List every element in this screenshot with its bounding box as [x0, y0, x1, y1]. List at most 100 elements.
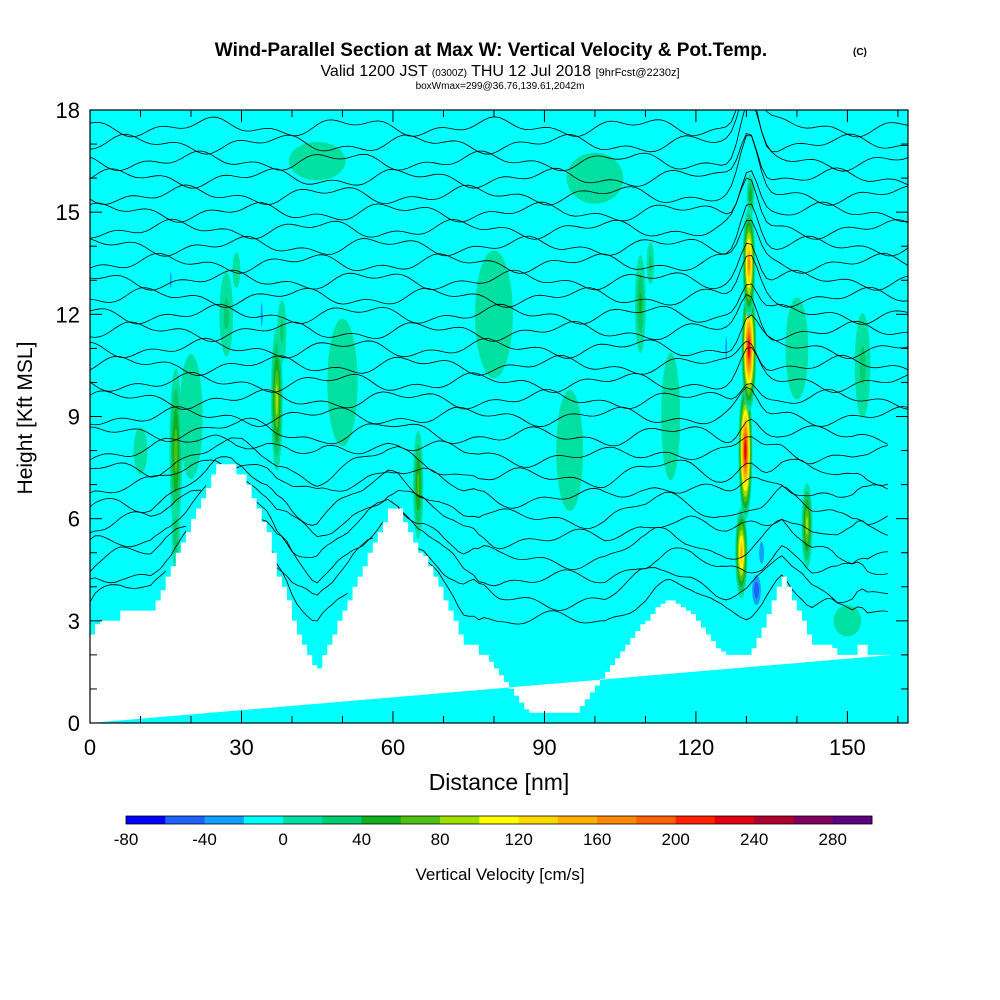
theta-contour	[90, 437, 888, 489]
y-tick-label: 9	[68, 405, 80, 430]
theta-contour	[90, 110, 908, 138]
velocity-cell	[646, 242, 655, 285]
velocity-band	[345, 542, 350, 564]
colorbar-swatch	[126, 816, 166, 824]
y-axis-label: Height [Kft MSL]	[14, 342, 37, 495]
theta-contour	[90, 294, 908, 343]
velocity-band	[275, 384, 279, 415]
velocity-band	[633, 567, 638, 586]
colorbar-swatch	[714, 816, 755, 824]
colorbar-swatch	[832, 816, 873, 824]
vertical-velocity-field	[133, 141, 871, 647]
velocity-band	[661, 352, 681, 481]
velocity-cell	[133, 427, 148, 475]
velocity-band	[517, 621, 521, 647]
theta-contour	[90, 314, 908, 360]
forecast-note: [9hrFcst@2230z]	[596, 67, 680, 79]
theta-contour	[90, 242, 908, 291]
theta-contour	[90, 456, 889, 530]
theta-contour	[90, 133, 908, 189]
colorbar-swatch	[636, 816, 676, 824]
velocity-band	[805, 516, 809, 535]
colorbar-swatch	[400, 816, 441, 824]
y-tick-label: 0	[68, 711, 80, 736]
x-tick-label: 120	[678, 735, 715, 760]
x-axis-label: Distance [nm]	[429, 769, 570, 795]
velocity-cell	[475, 250, 513, 379]
colorbar-tick-label: 200	[661, 830, 689, 849]
velocity-band	[179, 353, 203, 480]
velocity-cell	[661, 352, 681, 481]
theta-contour	[90, 480, 888, 550]
velocity-cell	[764, 506, 769, 532]
velocity-cell	[742, 208, 756, 319]
colorbar-swatch	[283, 816, 323, 824]
velocity-band	[133, 427, 148, 475]
terrain-mask	[90, 464, 893, 723]
colorbar-tick-label: 160	[583, 830, 611, 849]
colorbar-tick-label: 0	[278, 830, 287, 849]
colorbar-swatch	[754, 816, 794, 824]
velocity-cell	[277, 299, 287, 363]
box-wmax-note: boxWmax=299@36.76,139.61,2042m	[416, 81, 585, 92]
theta-contour	[90, 550, 888, 625]
velocity-band	[833, 605, 862, 637]
velocity-cell	[168, 259, 174, 302]
chart-title: Wind-Parallel Section at Max W: Vertical…	[215, 40, 767, 61]
colorbar-tick-label: 240	[740, 830, 768, 849]
velocity-cell	[232, 252, 241, 288]
velocity-band	[725, 336, 728, 361]
velocity-band	[649, 255, 652, 272]
x-tick-label: 90	[532, 735, 556, 760]
colorbar-swatch	[557, 816, 598, 824]
velocity-cell	[258, 282, 265, 346]
velocity-band	[327, 318, 358, 447]
theta-contour	[90, 459, 888, 509]
theta-contour	[90, 417, 888, 447]
velocity-cell	[833, 605, 862, 637]
velocity-cell	[345, 542, 350, 564]
potential-temperature-contours	[90, 110, 908, 625]
y-tick-label: 12	[56, 302, 80, 327]
velocity-band	[223, 298, 229, 331]
velocity-cell	[738, 381, 753, 520]
colorbar-swatch	[243, 816, 284, 824]
colorbar-swatch	[479, 816, 519, 824]
velocity-cell	[633, 567, 638, 586]
plot-area: 0 30 60 90 120 150 0 3 6 9 12 15 18	[56, 98, 909, 760]
theta-contour	[90, 346, 908, 394]
velocity-band	[747, 340, 750, 357]
velocity-band	[475, 250, 513, 379]
velocity-band	[169, 272, 172, 289]
theta-contour	[90, 177, 908, 240]
colorbar: -80 -40 0 40 80 120 160 200 240 280	[114, 815, 873, 849]
colorbar-frame	[125, 815, 873, 825]
colorbar-tick-label: -40	[192, 830, 217, 849]
velocity-cell	[288, 141, 346, 181]
velocity-cell	[735, 507, 748, 599]
colorbar-tick-label: 280	[819, 830, 847, 849]
velocity-band	[260, 302, 263, 327]
velocity-band	[566, 152, 624, 204]
theta-contour	[90, 530, 888, 612]
theta-contour	[90, 110, 908, 155]
velocity-cell	[179, 353, 203, 480]
velocity-cell	[757, 533, 766, 572]
theta-contour	[90, 254, 908, 308]
colorbar-swatch	[793, 816, 834, 824]
y-tick-label: 18	[56, 98, 80, 123]
velocity-band	[749, 187, 752, 203]
valid-time-line: Valid 1200 JST (0300Z) THU 12 Jul 2018 […	[320, 63, 679, 80]
velocity-band	[556, 390, 584, 512]
velocity-cell	[219, 272, 234, 357]
velocity-cell	[556, 390, 584, 512]
velocity-band	[232, 252, 241, 288]
colorbar-swatch	[165, 816, 205, 824]
theta-contour	[90, 170, 908, 223]
y-tick-label: 15	[56, 200, 80, 225]
colorbar-swatch	[518, 816, 559, 824]
theta-contour	[90, 340, 908, 376]
velocity-cell	[750, 569, 763, 612]
x-tick-label: 150	[829, 735, 866, 760]
